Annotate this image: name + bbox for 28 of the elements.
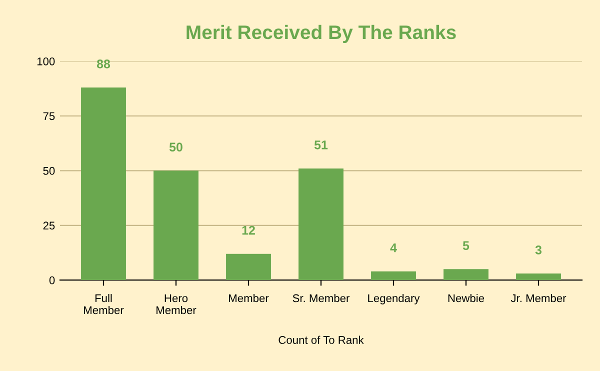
bar bbox=[516, 274, 561, 280]
bar bbox=[81, 87, 126, 280]
bar bbox=[226, 254, 271, 280]
x-axis-title: Count of To Rank bbox=[278, 336, 364, 344]
data-label: 88 bbox=[96, 59, 110, 68]
x-tick-label: Hero Member bbox=[156, 294, 196, 314]
data-label: 12 bbox=[242, 226, 255, 235]
x-tick-label: Member bbox=[229, 294, 269, 302]
data-label: 4 bbox=[390, 243, 397, 252]
data-label: 5 bbox=[462, 241, 470, 250]
chart-title: Merit Received By The Ranks bbox=[186, 24, 456, 44]
data-label: 3 bbox=[535, 246, 542, 254]
y-tick-label: 100 bbox=[37, 57, 55, 66]
x-tick-label: Legendary bbox=[368, 294, 420, 304]
x-tick-label: Newbie bbox=[448, 294, 484, 302]
data-label: 50 bbox=[169, 142, 182, 152]
bar bbox=[371, 271, 416, 280]
data-label: 51 bbox=[314, 140, 328, 150]
y-tick-label: 25 bbox=[43, 222, 55, 230]
y-tick-label: 50 bbox=[43, 166, 55, 175]
y-tick-label: 0 bbox=[49, 276, 55, 284]
bar bbox=[298, 168, 344, 280]
bar bbox=[154, 170, 198, 280]
bar bbox=[444, 269, 488, 280]
x-tick-label: Full Member bbox=[84, 294, 124, 314]
x-tick-label: Sr. Member bbox=[292, 294, 350, 302]
y-tick-label: 75 bbox=[43, 112, 55, 120]
x-tick-label: Jr. Member bbox=[510, 294, 566, 302]
